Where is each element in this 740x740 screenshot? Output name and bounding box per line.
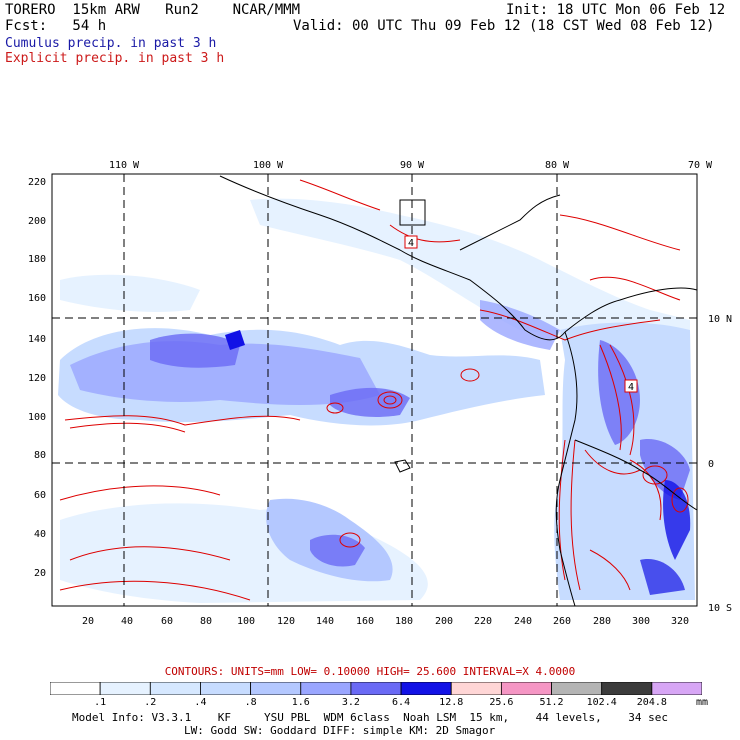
lon-label: 70 W — [688, 160, 713, 171]
lat-label: 10 N — [708, 314, 732, 325]
x-tick: 120 — [277, 616, 295, 627]
x-tick: 60 — [161, 616, 173, 627]
init-time: Init: 18 UTC Mon 06 Feb 12 — [506, 2, 726, 18]
x-tick: 220 — [474, 616, 492, 627]
lat-label: 0 — [708, 459, 714, 470]
x-tick: 320 — [671, 616, 689, 627]
color-bar-swatch — [350, 682, 402, 695]
color-bar-label: 6.4 — [392, 697, 411, 708]
y-tick: 180 — [28, 254, 46, 265]
lon-label: 80 W — [545, 160, 570, 171]
model-info: Model Info: V3.3.1 KF YSU PBL WDM 6class… — [72, 711, 668, 737]
y-tick: 60 — [34, 490, 46, 501]
cumulus-legend: Cumulus precip. in past 3 h — [5, 36, 217, 51]
color-bar-swatch — [200, 682, 252, 695]
x-tick: 180 — [395, 616, 413, 627]
y-tick: 160 — [28, 293, 46, 304]
y-tick: 20 — [34, 568, 46, 579]
color-bar-swatch — [651, 682, 702, 695]
precip-map: 4 4 110 W 100 W 90 W 80 W 70 W 10 N 0 10… — [28, 160, 732, 627]
model-info-line1: Model Info: V3.3.1 KF YSU PBL WDM 6class… — [72, 711, 669, 724]
coastlines — [219, 175, 698, 607]
color-bar-swatch — [99, 682, 151, 695]
y-tick: 80 — [34, 450, 46, 461]
lon-label: 110 W — [109, 160, 140, 171]
forecast-hour: Fcst: 54 h — [5, 18, 107, 34]
color-bar-label: .4 — [194, 697, 207, 708]
color-bar-label: 51.2 — [539, 697, 564, 708]
color-bar-label: 12.8 — [439, 697, 464, 708]
y-tick: 200 — [28, 216, 46, 227]
x-tick: 160 — [356, 616, 374, 627]
x-tick: 200 — [435, 616, 453, 627]
color-bar-swatch — [149, 682, 201, 695]
color-bar-label: 3.2 — [341, 697, 360, 708]
color-bar-swatch — [250, 682, 302, 695]
contour-marker-label: 4 — [408, 238, 414, 249]
color-bar-label: .2 — [144, 697, 157, 708]
latitude-labels: 10 N 0 10 S — [708, 314, 732, 614]
color-bar-label: 102.4 — [586, 697, 617, 708]
explicit-legend: Explicit precip. in past 3 h — [5, 51, 225, 66]
color-bar — [50, 682, 702, 695]
x-tick: 280 — [593, 616, 611, 627]
x-tick: 40 — [121, 616, 133, 627]
color-bar-swatch — [551, 682, 603, 695]
y-tick: 120 — [28, 373, 46, 384]
color-bar-unit: mm — [696, 697, 709, 708]
y-tick: 40 — [34, 529, 46, 540]
color-bar-labels: .1 .2 .4 .8 1.6 3.2 6.4 12.8 25.6 51.2 102.4 204.8 — [50, 697, 730, 709]
lat-label: 10 S — [708, 603, 732, 614]
longitude-labels: 110 W 100 W 90 W 80 W 70 W — [109, 160, 713, 171]
color-bar-label: 25.6 — [489, 697, 514, 708]
lon-label: 100 W — [253, 160, 284, 171]
contours-info: CONTOURS: UNITS=mm LOW= 0.10000 HIGH= 25… — [164, 665, 576, 678]
color-bar-label: 204.8 — [636, 697, 667, 708]
color-bar-swatch — [300, 682, 352, 695]
x-tick: 80 — [200, 616, 212, 627]
y-tick: 100 — [28, 412, 46, 423]
x-tick: 100 — [237, 616, 255, 627]
color-bar-label: .8 — [244, 697, 257, 708]
color-bar-swatch — [450, 682, 502, 695]
lon-label: 90 W — [400, 160, 425, 171]
color-bar-swatch — [400, 682, 452, 695]
x-tick: 240 — [514, 616, 532, 627]
color-bar-label: 1.6 — [291, 697, 310, 708]
y-tick: 220 — [28, 177, 46, 188]
color-bar-label: .1 — [94, 697, 107, 708]
explicit-precip-contours — [59, 179, 689, 601]
contour-marker-label: 4 — [628, 382, 634, 393]
y-tick: 140 — [28, 334, 46, 345]
model-title: TORERO 15km ARW Run2 NCAR/MMM — [5, 2, 301, 18]
model-info-line2: LW: Godd SW: Goddard DIFF: simple KM: 2D… — [184, 724, 496, 737]
contour-markers: 4 4 — [404, 235, 638, 393]
color-bar-swatch — [601, 682, 653, 695]
valid-time: Valid: 00 UTC Thu 09 Feb 12 (18 CST Wed … — [293, 18, 715, 34]
x-tick: 20 — [82, 616, 94, 627]
y-tick-labels: 220 200 180 160 140 120 100 80 60 40 20 — [28, 177, 46, 579]
x-tick: 260 — [553, 616, 571, 627]
x-tick: 300 — [632, 616, 650, 627]
x-tick-labels: 20 40 60 80 100 120 140 160 180 200 220 … — [82, 616, 689, 627]
color-bar-swatch — [50, 682, 101, 695]
x-tick: 140 — [316, 616, 334, 627]
color-bar-swatch — [500, 682, 552, 695]
